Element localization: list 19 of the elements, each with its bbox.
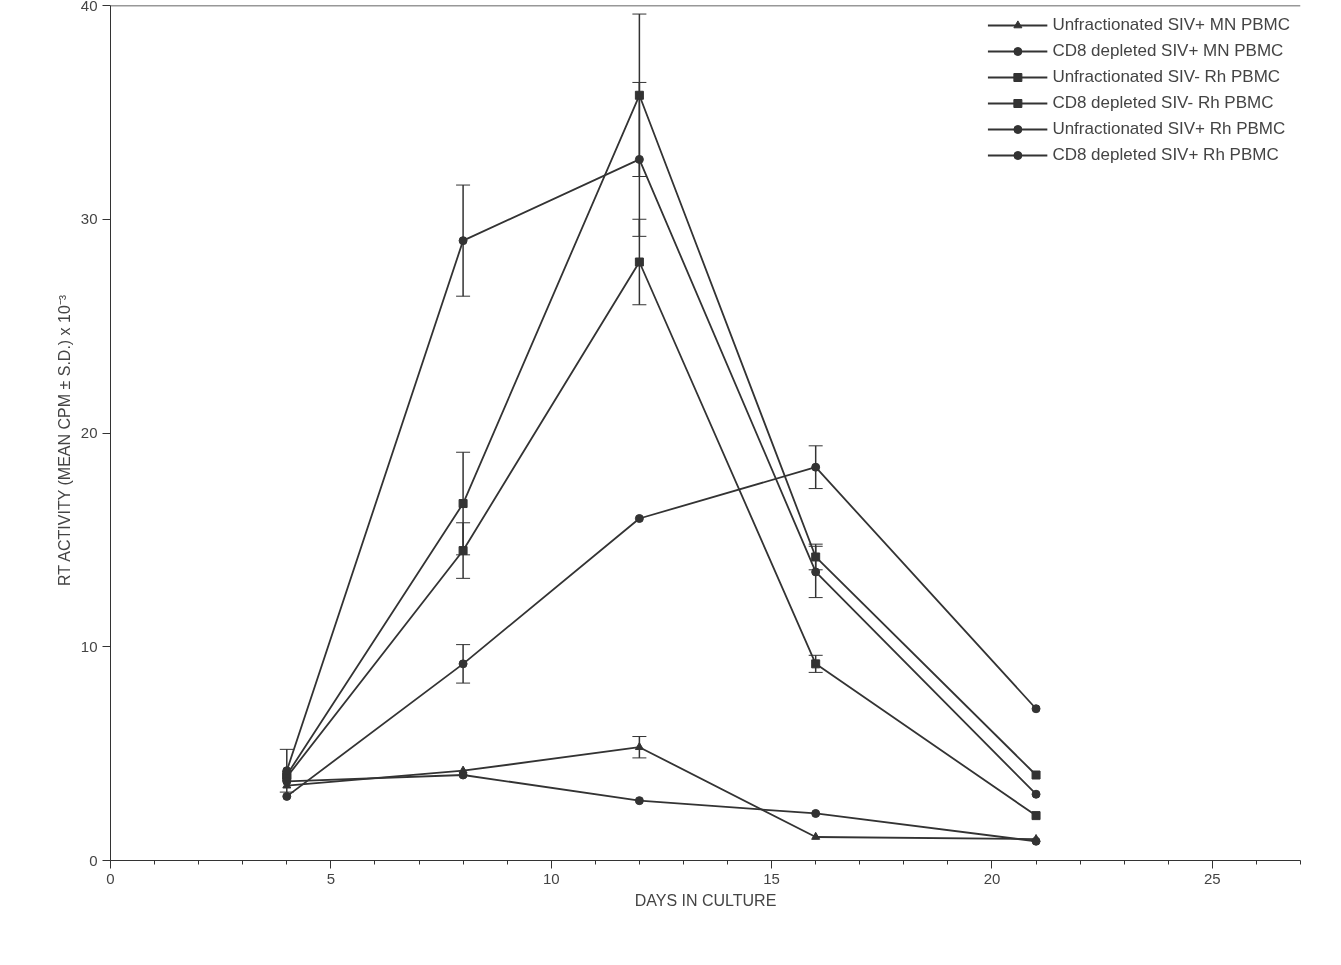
legend-label: CD8 depleted SIV- Rh PBMC xyxy=(1052,93,1274,113)
x-tick-label: 15 xyxy=(763,869,780,887)
y-tick-label: 0 xyxy=(89,851,98,869)
legend-label: CD8 depleted SIV+ Rh PBMC xyxy=(1052,145,1279,165)
legend-label: Unfractionated SIV+ MN PBMC xyxy=(1052,15,1290,35)
y-axis-title: RT ACTIVITY (MEAN CPM ± S.D.) x 10⁻³ xyxy=(55,294,73,586)
y-tick-label: 40 xyxy=(80,0,98,14)
y-tick-label: 30 xyxy=(80,210,98,228)
x-axis-title: DAYS IN CULTURE xyxy=(634,891,777,909)
legend-label: Unfractionated SIV- Rh PBMC xyxy=(1052,67,1281,87)
legend-label: CD8 depleted SIV+ MN PBMC xyxy=(1052,41,1284,61)
x-tick-label: 10 xyxy=(542,869,560,887)
x-tick-label: 20 xyxy=(983,869,1001,887)
legend-label: Unfractionated SIV+ Rh PBMC xyxy=(1052,119,1286,139)
x-tick-label: 25 xyxy=(1204,869,1221,887)
y-tick-label: 10 xyxy=(80,637,98,655)
x-tick-label: 5 xyxy=(326,869,336,887)
x-tick-label: 0 xyxy=(106,869,115,887)
y-tick-label: 20 xyxy=(80,424,98,441)
